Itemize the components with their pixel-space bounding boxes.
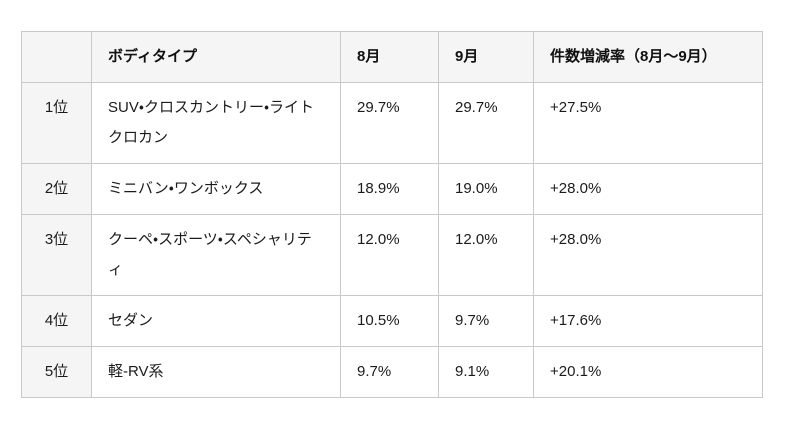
table-row-2: 2位 ミニバン・ワンボックス 18.9% 19.0% +28.0% bbox=[21, 163, 763, 215]
change-rate-cell: +20.1% bbox=[533, 346, 763, 398]
august-value-cell: 10.5% bbox=[340, 295, 439, 347]
header-body-type: ボディタイプ bbox=[91, 31, 341, 83]
body-type-cell: 軽-RV系 bbox=[91, 346, 341, 398]
september-value-cell: 19.0% bbox=[438, 163, 534, 215]
rank-cell: 5位 bbox=[21, 346, 92, 398]
body-type-cell: セダン bbox=[91, 295, 341, 347]
change-rate-cell: +27.5% bbox=[533, 82, 763, 164]
august-value-cell: 9.7% bbox=[340, 346, 439, 398]
header-change-rate: 件数増減率（8月〜9月） bbox=[533, 31, 763, 83]
body-type-cell: クーペ・スポーツ・スペシャリティ bbox=[91, 214, 341, 296]
august-value-cell: 29.7% bbox=[340, 82, 439, 164]
table-row-5: 5位 軽-RV系 9.7% 9.1% +20.1% bbox=[21, 346, 763, 398]
body-type-cell: ミニバン・ワンボックス bbox=[91, 163, 341, 215]
table-row-1: 1位 SUV・クロスカントリー・ライトクロカン 29.7% 29.7% +27.… bbox=[21, 82, 763, 164]
rank-cell: 2位 bbox=[21, 163, 92, 215]
september-value-cell: 9.1% bbox=[438, 346, 534, 398]
change-rate-cell: +28.0% bbox=[533, 163, 763, 215]
august-value-cell: 12.0% bbox=[340, 214, 439, 296]
august-value-cell: 18.9% bbox=[340, 163, 439, 215]
body-type-cell: SUV・クロスカントリー・ライトクロカン bbox=[91, 82, 341, 164]
body-type-ranking-table: ボディタイプ 8月 9月 件数増減率（8月〜9月） 1位 SUV・クロスカントリ… bbox=[21, 31, 763, 398]
rank-cell: 1位 bbox=[21, 82, 92, 164]
header-row: ボディタイプ 8月 9月 件数増減率（8月〜9月） bbox=[21, 31, 763, 83]
rank-cell: 4位 bbox=[21, 295, 92, 347]
header-september: 9月 bbox=[438, 31, 534, 83]
september-value-cell: 29.7% bbox=[438, 82, 534, 164]
header-august: 8月 bbox=[340, 31, 439, 83]
rank-cell: 3位 bbox=[21, 214, 92, 296]
change-rate-cell: +17.6% bbox=[533, 295, 763, 347]
september-value-cell: 12.0% bbox=[438, 214, 534, 296]
header-rank bbox=[21, 31, 92, 83]
september-value-cell: 9.7% bbox=[438, 295, 534, 347]
table-row-4: 4位 セダン 10.5% 9.7% +17.6% bbox=[21, 295, 763, 347]
change-rate-cell: +28.0% bbox=[533, 214, 763, 296]
table-row-3: 3位 クーペ・スポーツ・スペシャリティ 12.0% 12.0% +28.0% bbox=[21, 214, 763, 296]
